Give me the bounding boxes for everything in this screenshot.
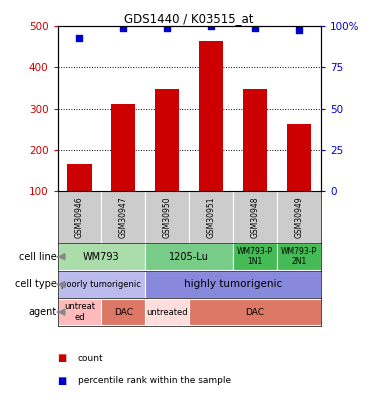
Bar [277,243,321,270]
Bar [233,191,277,243]
Bar [199,41,223,191]
Bar [58,271,145,298]
Bar [145,299,189,326]
Point [121,25,127,31]
Text: DAC: DAC [246,308,265,317]
Text: untreated: untreated [147,308,188,317]
Bar [145,191,189,243]
Text: DAC: DAC [114,308,133,317]
Bar [155,89,179,191]
Bar [243,89,267,191]
Bar [287,124,311,191]
Bar [145,271,321,298]
Text: GSM30950: GSM30950 [163,196,172,238]
Text: GSM30948: GSM30948 [250,196,260,238]
Bar [68,164,92,191]
Text: poorly tumorigenic: poorly tumorigenic [62,280,141,289]
Text: highly tumorigenic: highly tumorigenic [184,279,282,290]
Point [252,25,258,31]
Bar [233,243,277,270]
Text: count: count [78,354,104,363]
Text: WM793-P
1N1: WM793-P 1N1 [237,247,273,266]
Text: ■: ■ [58,376,67,386]
Point [208,23,214,30]
Bar [58,299,101,326]
Bar [58,191,101,243]
Bar [189,299,321,326]
Bar [111,104,135,191]
Title: GDS1440 / K03515_at: GDS1440 / K03515_at [124,12,254,25]
Text: WM793: WM793 [83,252,120,262]
Point [76,34,82,41]
Text: percentile rank within the sample: percentile rank within the sample [78,376,231,385]
Bar [101,299,145,326]
Text: agent: agent [28,307,57,317]
Bar [277,191,321,243]
Text: cell line: cell line [19,252,57,262]
Text: WM793-P
2N1: WM793-P 2N1 [281,247,317,266]
Text: cell type: cell type [15,279,57,290]
Text: GSM30951: GSM30951 [207,196,216,238]
Point [296,26,302,33]
Text: GSM30946: GSM30946 [75,196,84,238]
Bar [58,243,145,270]
Bar [101,191,145,243]
Bar [145,243,233,270]
Point [164,25,170,31]
Text: untreat
ed: untreat ed [64,303,95,322]
Text: GSM30949: GSM30949 [295,196,303,238]
Bar [189,191,233,243]
Text: 1205-Lu: 1205-Lu [169,252,209,262]
Text: GSM30947: GSM30947 [119,196,128,238]
Text: ■: ■ [58,354,67,363]
